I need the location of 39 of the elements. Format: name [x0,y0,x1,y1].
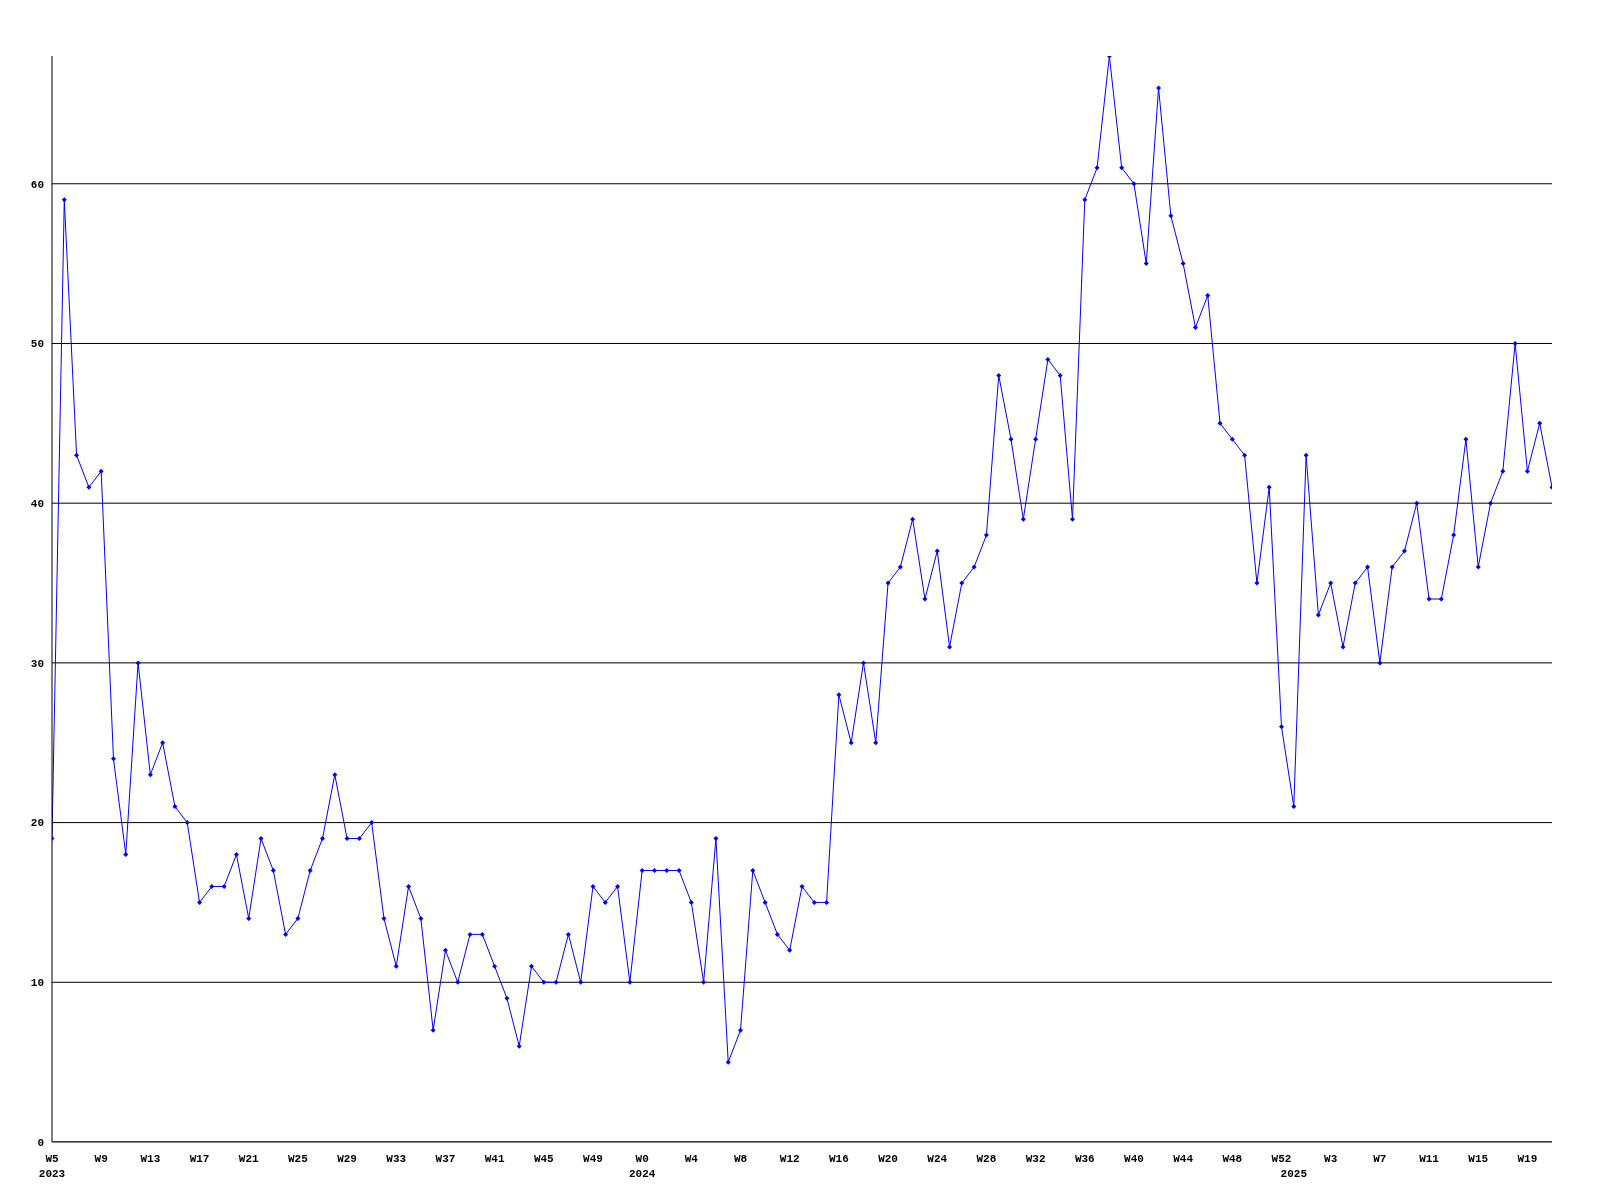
x-tick-label: W24 [927,1153,948,1165]
x-tick-label: W15 [1468,1153,1489,1165]
y-tick-label: 60 [30,178,44,191]
x-tick-label: W36 [1074,1153,1095,1165]
x-tick-label: W41 [484,1153,505,1165]
x-tick-label: W28 [976,1153,997,1165]
x-tick-label: 2025 [1280,1168,1308,1180]
x-tick-label: W49 [583,1153,603,1165]
y-tick-label: 50 [30,338,44,351]
x-tick-label: W29 [337,1153,357,1165]
x-tick-label: W40 [1124,1153,1144,1165]
x-tick-label: W13 [140,1153,161,1165]
y-tick-label: 20 [30,817,44,830]
x-tick-label: W5 2023 [38,1153,66,1180]
x-tick-label: W20 [878,1153,898,1165]
x-tick-label: W0 2024 [628,1153,656,1180]
x-tick-label: W45 [533,1153,555,1165]
x-tick-label: W16 [828,1153,849,1165]
x-tick-label: W25 [288,1153,309,1165]
x-tick-label: W32 [1025,1153,1046,1165]
x-tick-label: W8 [733,1153,748,1165]
x-tick-label: W37 [435,1153,456,1165]
x-tick-label: W7 [1373,1153,1387,1165]
y-tick-label: 10 [30,977,44,990]
x-tick-label: W4 [684,1153,699,1165]
x-tick-label: W19 [1517,1153,1538,1165]
x-tick-label: W11 [1419,1153,1440,1165]
x-tick-label: W44 [1173,1153,1194,1165]
x-tick-label: W17 [189,1153,210,1165]
x-tick-label: W12 [779,1153,800,1165]
x-tick-label: W21 [238,1153,260,1165]
x-tick-label: W52 [1271,1153,1292,1165]
x-tick-label: W48 [1222,1153,1243,1165]
y-tick-label: 40 [30,498,44,511]
x-tick-label: W9 [94,1153,108,1165]
x-tick-label: W33 [386,1153,407,1165]
y-tick-label: 30 [30,657,44,670]
y-tick-label: 0 [37,1136,44,1149]
x-tick-label: W3 [1324,1153,1338,1165]
